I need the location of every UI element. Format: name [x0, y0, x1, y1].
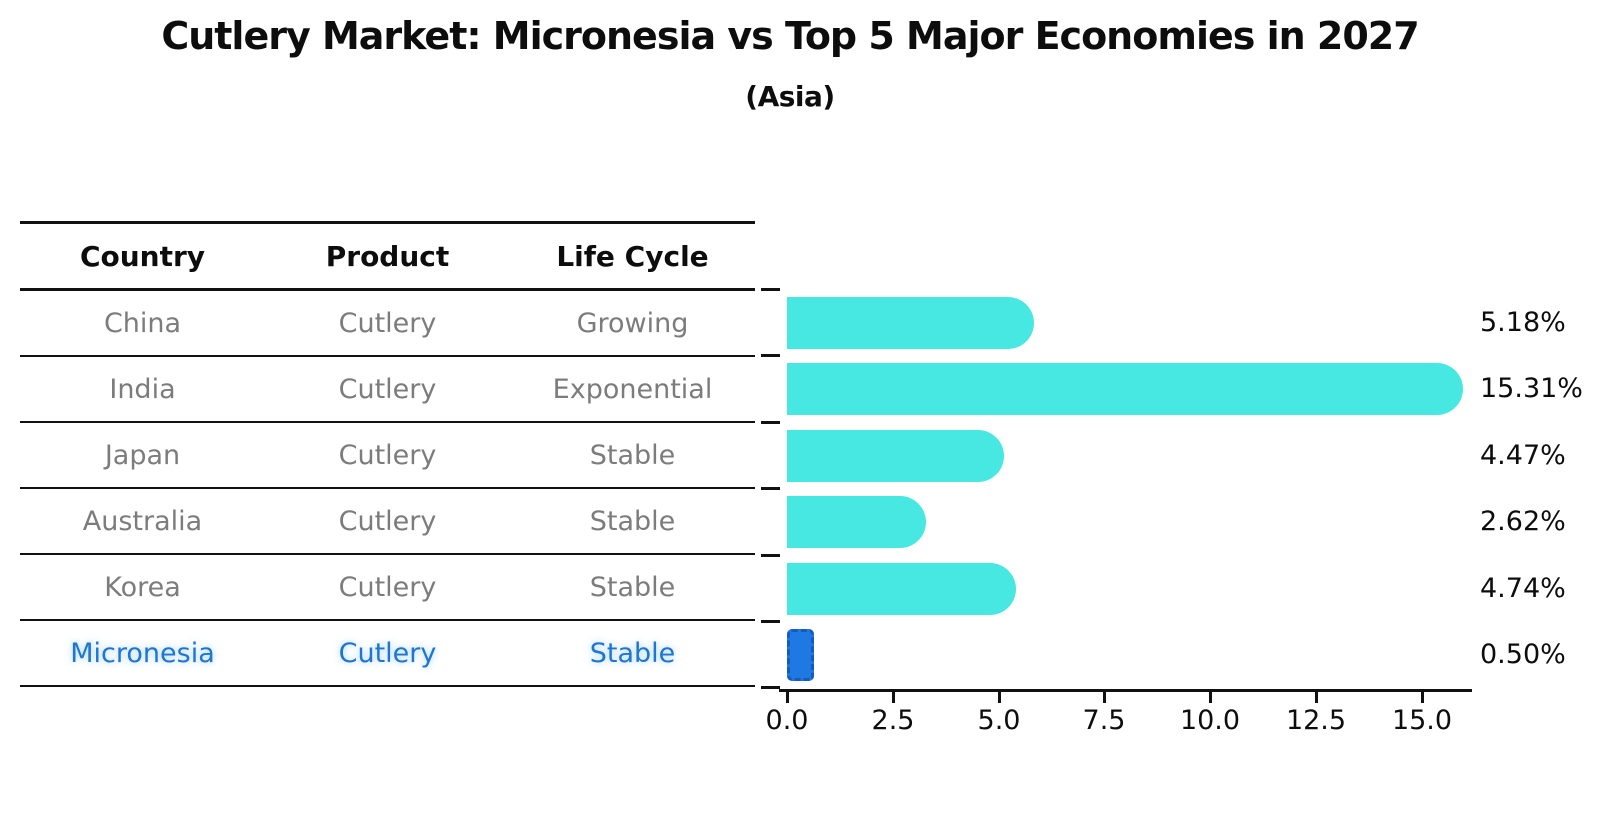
x-axis-tick-label: 0.0 — [765, 705, 809, 736]
bar-australia — [787, 496, 926, 549]
x-axis-tick-label: 10.0 — [1179, 705, 1241, 736]
table-row: Japan Cutlery Stable — [20, 423, 755, 489]
table-cell-product: Cutlery — [338, 373, 437, 405]
y-axis-tick — [761, 686, 780, 689]
x-axis-tick — [998, 692, 1001, 703]
table-row: Korea Cutlery Stable — [20, 555, 755, 621]
y-axis-tick — [761, 288, 780, 291]
table-cell-country: China — [103, 307, 182, 339]
y-axis-tick — [761, 620, 780, 623]
table-cell-product: Cutlery — [338, 637, 437, 669]
table-cell-product: Cutlery — [338, 571, 437, 603]
table-header-row: Country Product Life Cycle — [20, 224, 755, 291]
table-cell-product: Cutlery — [338, 439, 437, 471]
x-axis-line — [779, 689, 1472, 692]
bar-china — [787, 297, 1034, 349]
table-cell-life-cycle: Growing — [576, 307, 689, 339]
bar-micronesia-highlight — [787, 629, 814, 681]
bar-value-label: 0.50% — [1480, 639, 1566, 670]
country-table: Country Product Life Cycle China Cutlery Grow… — [20, 221, 755, 687]
bar-value-label: 4.47% — [1480, 439, 1566, 471]
x-axis-tick-label: 7.5 — [1082, 705, 1126, 736]
x-axis-tick — [1315, 692, 1318, 703]
table-row: Micronesia Cutlery Stable — [20, 621, 755, 687]
x-axis-tick — [1421, 692, 1424, 703]
table-cell-product: Cutlery — [338, 505, 437, 537]
table-cell-country: Micronesia — [70, 637, 215, 669]
x-axis-tick — [892, 692, 895, 703]
x-axis-tick-label: 5.0 — [977, 705, 1021, 736]
table-row: China Cutlery Growing — [20, 291, 755, 357]
bar-korea — [787, 562, 1016, 615]
table-row: Australia Cutlery Stable — [20, 489, 755, 555]
x-axis-tick — [1103, 692, 1106, 703]
table-row: India Cutlery Exponential — [20, 357, 755, 423]
y-axis-tick — [761, 554, 780, 557]
table-cell-life-cycle: Stable — [589, 505, 676, 537]
table-header-cell: Country — [79, 239, 206, 273]
y-axis-tick — [761, 354, 780, 357]
y-axis-tick — [761, 487, 780, 490]
x-axis-tick — [786, 692, 789, 703]
chart-title: Cutlery Market: Micronesia vs Top 5 Majo… — [161, 14, 1419, 58]
table-header-cell: Life Cycle — [556, 239, 709, 273]
table-cell-country: Australia — [82, 505, 203, 537]
table-cell-life-cycle: Stable — [589, 637, 676, 669]
bar-value-label: 15.31% — [1480, 373, 1583, 405]
bar-value-label: 5.18% — [1480, 307, 1566, 338]
bar-india — [787, 363, 1463, 416]
table-cell-country: Korea — [104, 571, 181, 603]
x-axis-tick — [1209, 692, 1212, 703]
bar-japan — [787, 429, 1004, 482]
bar-value-label: 2.62% — [1480, 506, 1566, 538]
chart-subtitle: (Asia) — [745, 80, 835, 113]
table-cell-life-cycle: Stable — [589, 439, 676, 471]
x-axis-tick-label: 2.5 — [871, 705, 915, 736]
bar-value-label: 4.74% — [1480, 572, 1566, 604]
x-axis-tick-label: 15.0 — [1391, 705, 1453, 736]
table-cell-life-cycle: Stable — [589, 571, 676, 603]
table-cell-country: Japan — [104, 439, 181, 471]
table-cell-life-cycle: Exponential — [552, 373, 713, 405]
y-axis-tick — [761, 421, 780, 424]
table-cell-product: Cutlery — [338, 307, 437, 339]
table-header-cell: Product — [325, 239, 450, 273]
x-axis-tick-label: 12.5 — [1285, 705, 1347, 736]
table-cell-country: India — [109, 373, 176, 405]
